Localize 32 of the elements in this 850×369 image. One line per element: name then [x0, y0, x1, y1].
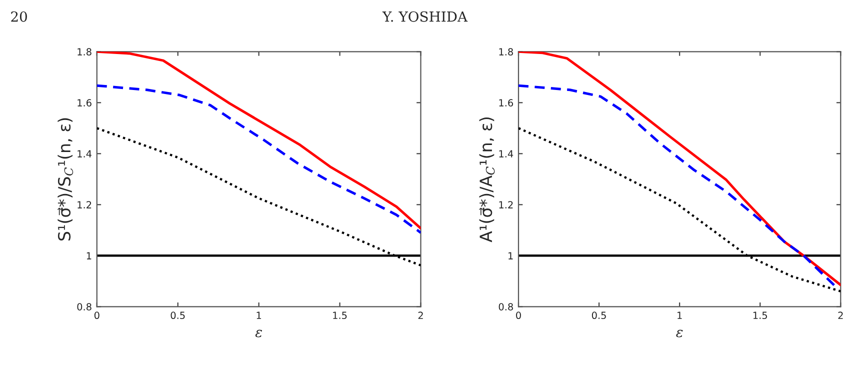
y-tick-label: 1: [86, 252, 92, 260]
y-tick-label: 1.6: [499, 99, 514, 106]
y-axis-title: S¹(σ⃗*)/S$_{C}$¹(n, ε): [58, 118, 74, 240]
y-tick-label: 1.4: [499, 150, 514, 158]
y-tick-label: 1: [508, 252, 513, 260]
x-tick-label: 1: [678, 312, 682, 319]
x-tick-label: 2: [838, 312, 843, 319]
x-tick-label: 0: [94, 312, 100, 320]
x-tick-label: 1.5: [753, 312, 767, 320]
y-tick-label: 1.8: [499, 48, 513, 56]
line-series: [96, 127, 421, 266]
y-tick-label: 0.8: [77, 303, 92, 310]
x-tick-label: 1.5: [333, 312, 347, 320]
line-series: [518, 84, 838, 288]
x-axis-title: ε: [676, 330, 683, 338]
text: 20: [11, 11, 27, 22]
line-series: [518, 127, 841, 292]
y-tick-label: 1.2: [78, 201, 92, 208]
y-axis-title: A¹(σ⃗*)/A$_{C}$¹(n, ε): [479, 117, 495, 242]
text: Y. YOSHIDA: [382, 11, 468, 22]
line-series: [96, 84, 421, 234]
x-axis-title: ε: [255, 330, 262, 338]
y-tick-label: 1.2: [499, 201, 513, 208]
y-tick-label: 1.6: [78, 99, 92, 106]
x-tick-label: 0: [516, 312, 521, 320]
x-tick-label: 0.5: [592, 312, 606, 320]
x-tick-label: 2: [418, 312, 423, 319]
y-tick-label: 0.8: [498, 303, 513, 310]
y-tick-label: 1.4: [78, 150, 92, 158]
x-tick-label: 0.5: [170, 312, 185, 320]
x-tick-label: 1: [256, 312, 262, 319]
y-tick-label: 1.8: [78, 48, 92, 56]
